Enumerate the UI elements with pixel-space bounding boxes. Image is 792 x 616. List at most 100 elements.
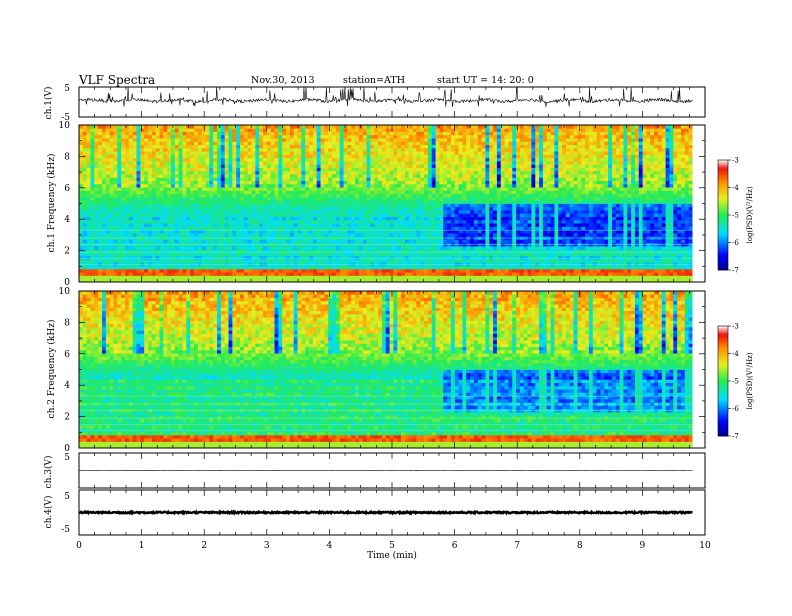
spectrogram-cell	[255, 239, 259, 243]
spectrogram-cell	[213, 168, 217, 172]
spectrogram-cell	[416, 266, 420, 270]
spectrogram-cell	[213, 210, 217, 214]
spectrogram-cell	[405, 207, 409, 211]
spectrogram-cell	[156, 259, 160, 263]
spectrogram-cell	[275, 154, 279, 158]
spectrogram-cell	[390, 262, 394, 266]
spectrogram-cell	[432, 164, 436, 168]
spectrogram-cell	[317, 272, 321, 276]
spectrogram-cell	[244, 168, 248, 172]
spectrogram-cell	[232, 145, 236, 149]
spectrogram-cell	[294, 266, 298, 270]
spectrogram-cell	[140, 197, 144, 201]
spectrogram-cell	[432, 207, 436, 211]
spectrogram-cell	[275, 207, 279, 211]
spectrogram-cell	[259, 226, 263, 230]
spectrogram-cell	[432, 128, 436, 132]
spectrogram-cell	[137, 256, 141, 260]
spectrogram-cell	[121, 168, 125, 172]
spectrogram-cell	[144, 275, 148, 279]
spectrogram-cell	[171, 207, 175, 211]
spectrogram-cell	[340, 168, 344, 172]
spectrogram-cell	[424, 148, 428, 152]
spectrogram-cell	[163, 164, 167, 168]
spectrogram-cell	[106, 151, 110, 155]
spectrogram-cell	[405, 177, 409, 181]
spectrogram-cell	[175, 217, 179, 221]
spectrogram-cell	[447, 217, 451, 221]
spectrogram-cell	[110, 177, 114, 181]
spectrogram-cell	[282, 272, 286, 276]
spectrogram-cell	[129, 207, 133, 211]
spectrogram-cell	[305, 223, 309, 227]
spectrogram-cell	[305, 204, 309, 208]
spectrogram-cell	[156, 253, 160, 257]
spectrogram-cell	[344, 213, 348, 217]
spectrogram-cell	[340, 239, 344, 243]
spectrogram-cell	[355, 181, 359, 185]
spectrogram-cell	[436, 226, 440, 230]
spectrogram-cell	[309, 174, 313, 178]
spectrogram-cell	[367, 220, 371, 224]
spectrogram-cell	[267, 177, 271, 181]
spectrogram-cell	[447, 158, 451, 162]
spectrogram-cell	[378, 128, 382, 132]
spectrogram-cell	[420, 181, 424, 185]
spectrogram-cell	[91, 145, 95, 149]
spectrogram-cell	[259, 125, 263, 129]
spectrogram-cell	[83, 272, 87, 276]
spectrogram-cell	[271, 269, 275, 273]
spectrogram-cell	[167, 262, 171, 266]
spectrogram-cell	[186, 266, 190, 270]
spectrogram-cell	[351, 239, 355, 243]
spectrogram-cell	[133, 190, 137, 194]
spectrogram-cell	[163, 223, 167, 227]
spectrogram-cell	[190, 200, 194, 204]
spectrogram-cell	[290, 135, 294, 139]
spectrogram-cell	[455, 233, 459, 237]
spectrogram-cell	[321, 187, 325, 191]
spectrogram-cell	[171, 272, 175, 276]
spectrogram-cell	[114, 272, 118, 276]
spectrogram-cell	[79, 128, 83, 132]
spectrogram-cell	[114, 253, 118, 257]
spectrogram-cell	[144, 141, 148, 145]
spectrogram-cell	[156, 272, 160, 276]
spectrogram-cell	[83, 177, 87, 181]
spectrogram-cell	[336, 272, 340, 276]
spectrogram-cell	[413, 275, 417, 279]
spectrogram-cell	[194, 204, 198, 208]
spectrogram-cell	[87, 204, 91, 208]
spectrogram-cell	[190, 223, 194, 227]
spectrogram-cell	[94, 151, 98, 155]
spectrogram-cell	[462, 132, 466, 136]
spectrogram-cell	[344, 181, 348, 185]
spectrogram-cell	[183, 226, 187, 230]
spectrogram-cell	[267, 207, 271, 211]
spectrogram-cell	[390, 145, 394, 149]
spectrogram-cell	[179, 223, 183, 227]
spectrogram-cell	[167, 223, 171, 227]
spectrogram-cell	[171, 223, 175, 227]
spectrogram-cell	[186, 256, 190, 260]
spectrogram-cell	[213, 272, 217, 276]
spectrogram-cell	[439, 158, 443, 162]
spectrogram-cell	[209, 184, 213, 188]
spectrogram-cell	[416, 220, 420, 224]
spectrogram-cell	[171, 204, 175, 208]
spectrogram-cell	[428, 217, 432, 221]
spectrogram-cell	[206, 210, 210, 214]
spectrogram-cell	[367, 125, 371, 129]
spectrogram-cell	[378, 194, 382, 198]
spectrogram-cell	[439, 210, 443, 214]
spectrogram-cell	[374, 190, 378, 194]
spectrogram-cell	[83, 148, 87, 152]
spectrogram-cell	[217, 207, 221, 211]
spectrogram-cell	[382, 164, 386, 168]
spectrogram-cell	[336, 217, 340, 221]
spectrogram-cell	[462, 269, 466, 273]
spectrogram-cell	[298, 233, 302, 237]
spectrogram-cell	[87, 269, 91, 273]
spectrogram-cell	[451, 190, 455, 194]
spectrogram-cell	[121, 194, 125, 198]
